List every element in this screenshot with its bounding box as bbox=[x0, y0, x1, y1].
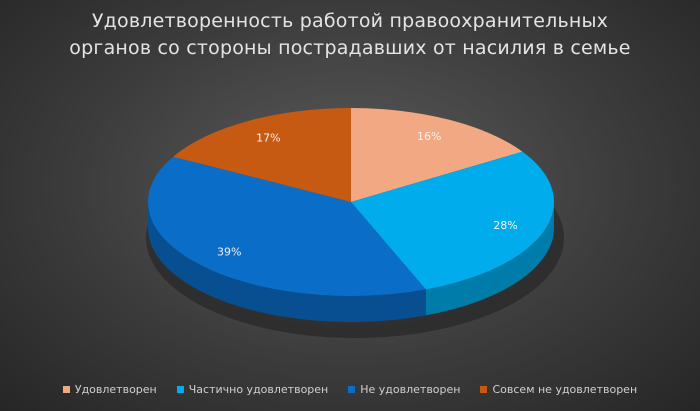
chart-title-line-2: органов со стороны пострадавших от насил… bbox=[69, 37, 631, 59]
pie-data-label-3: 17% bbox=[256, 131, 280, 144]
pie-slice-2 bbox=[148, 156, 426, 296]
pie-data-label-0: 16% bbox=[417, 130, 441, 143]
pie-slice-3 bbox=[173, 108, 351, 202]
legend-item-satisfied: Удовлетворен bbox=[62, 383, 157, 396]
chart-legend: Удовлетворен Частично удовлетворен Не уд… bbox=[0, 383, 700, 396]
legend-swatch bbox=[62, 386, 70, 393]
legend-label: Не удовлетворен bbox=[360, 383, 461, 396]
pie-slice-side-1 bbox=[425, 202, 554, 316]
pie-data-label-1: 28% bbox=[493, 219, 517, 232]
pie-slice-1 bbox=[351, 151, 554, 290]
pie-data-label-2: 39% bbox=[217, 246, 241, 259]
legend-label: Удовлетворен bbox=[74, 383, 157, 396]
chart-title: Удовлетворенность работой правоохранител… bbox=[0, 8, 700, 62]
legend-label: Совсем не удовлетворен bbox=[492, 383, 638, 396]
legend-item-not-satisfied: Не удовлетворен bbox=[348, 383, 460, 396]
legend-swatch bbox=[176, 386, 184, 393]
legend-item-totally-not-satisfied: Совсем не удовлетворен bbox=[480, 383, 637, 396]
chart-title-line-1: Удовлетворенность работой правоохранител… bbox=[91, 10, 609, 32]
pie-slice-side-2 bbox=[147, 202, 426, 322]
legend-swatch bbox=[348, 386, 356, 393]
pie-slice-0 bbox=[351, 108, 523, 202]
legend-item-partially-satisfied: Частично удовлетворен bbox=[176, 383, 329, 396]
legend-swatch bbox=[480, 386, 488, 393]
legend-label: Частично удовлетворен bbox=[188, 383, 329, 396]
